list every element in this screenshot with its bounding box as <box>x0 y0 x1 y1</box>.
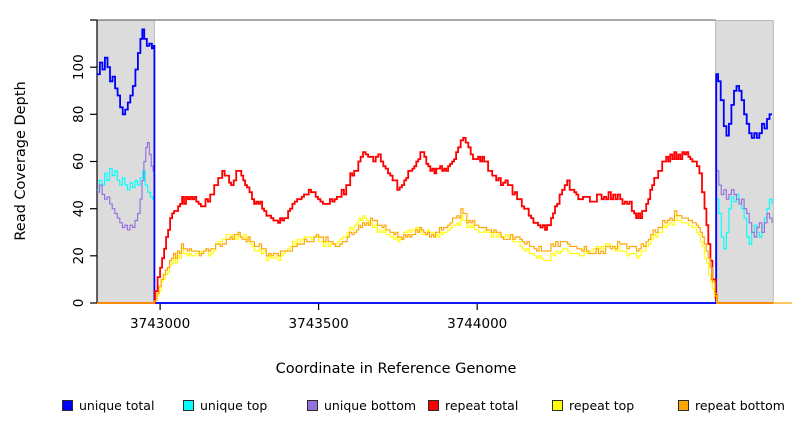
series-line-repeat-total <box>97 137 774 304</box>
y-tick-label: 80 <box>71 106 87 123</box>
legend-item-repeat-total: repeat total <box>428 398 518 413</box>
x-tick-label: 3743500 <box>289 316 349 332</box>
legend-item-repeat-bottom: repeat bottom <box>678 398 785 413</box>
legend-label-unique-top: unique top <box>200 398 268 413</box>
legend-swatch-unique-top <box>183 400 194 411</box>
series-line-repeat-top <box>97 215 774 304</box>
legend-item-unique-total: unique total <box>62 398 154 413</box>
legend-swatch-repeat-bottom <box>678 400 689 411</box>
legend-item-repeat-top: repeat top <box>552 398 634 413</box>
y-tick-label: 100 <box>71 54 87 80</box>
series-line-unique-total <box>97 28 772 304</box>
legend-label-repeat-top: repeat top <box>569 398 635 413</box>
y-tick-label: 0 <box>71 299 87 308</box>
y-tick-label: 40 <box>71 200 87 217</box>
y-tick-label: 60 <box>71 153 87 170</box>
legend-item-unique-bottom: unique bottom <box>307 398 416 413</box>
x-axis-title: Coordinate in Reference Genome <box>275 361 517 377</box>
legend-label-repeat-total: repeat total <box>445 398 519 413</box>
y-tick-label: 20 <box>71 247 87 264</box>
x-tick-label: 3743000 <box>130 316 190 332</box>
x-tick-label: 3744000 <box>447 316 507 332</box>
y-axis-title: Read Coverage Depth <box>13 81 29 241</box>
legend-label-unique-bottom: unique bottom <box>324 398 417 413</box>
plot-canvas: 3743000 3743500 3744000 0 20 40 60 80 100 <box>71 19 792 332</box>
legend-swatch-repeat-top <box>552 400 563 411</box>
legend: unique total unique top unique bottom re… <box>0 398 792 422</box>
legend-label-repeat-bottom: repeat bottom <box>695 398 785 413</box>
series-line-repeat-bottom <box>97 208 792 304</box>
legend-swatch-unique-total <box>62 400 73 411</box>
legend-label-unique-total: unique total <box>79 398 155 413</box>
legend-item-unique-top: unique top <box>183 398 267 413</box>
legend-swatch-unique-bottom <box>307 400 318 411</box>
series-line-unique-top <box>97 168 773 304</box>
masked-region-2 <box>715 20 774 304</box>
legend-swatch-repeat-total <box>428 400 439 411</box>
